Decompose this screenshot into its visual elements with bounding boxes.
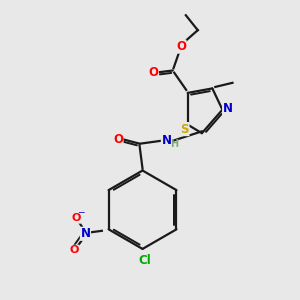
Text: N: N xyxy=(223,102,232,116)
Text: O: O xyxy=(71,213,81,223)
Text: N: N xyxy=(161,134,171,147)
Text: O: O xyxy=(113,133,123,146)
Text: Cl: Cl xyxy=(138,254,151,267)
Text: −: − xyxy=(77,207,84,216)
Text: H: H xyxy=(171,139,179,149)
Text: N: N xyxy=(80,227,91,240)
Text: O: O xyxy=(148,66,158,79)
Text: S: S xyxy=(181,123,189,136)
Text: O: O xyxy=(176,40,186,53)
Text: O: O xyxy=(70,245,79,255)
